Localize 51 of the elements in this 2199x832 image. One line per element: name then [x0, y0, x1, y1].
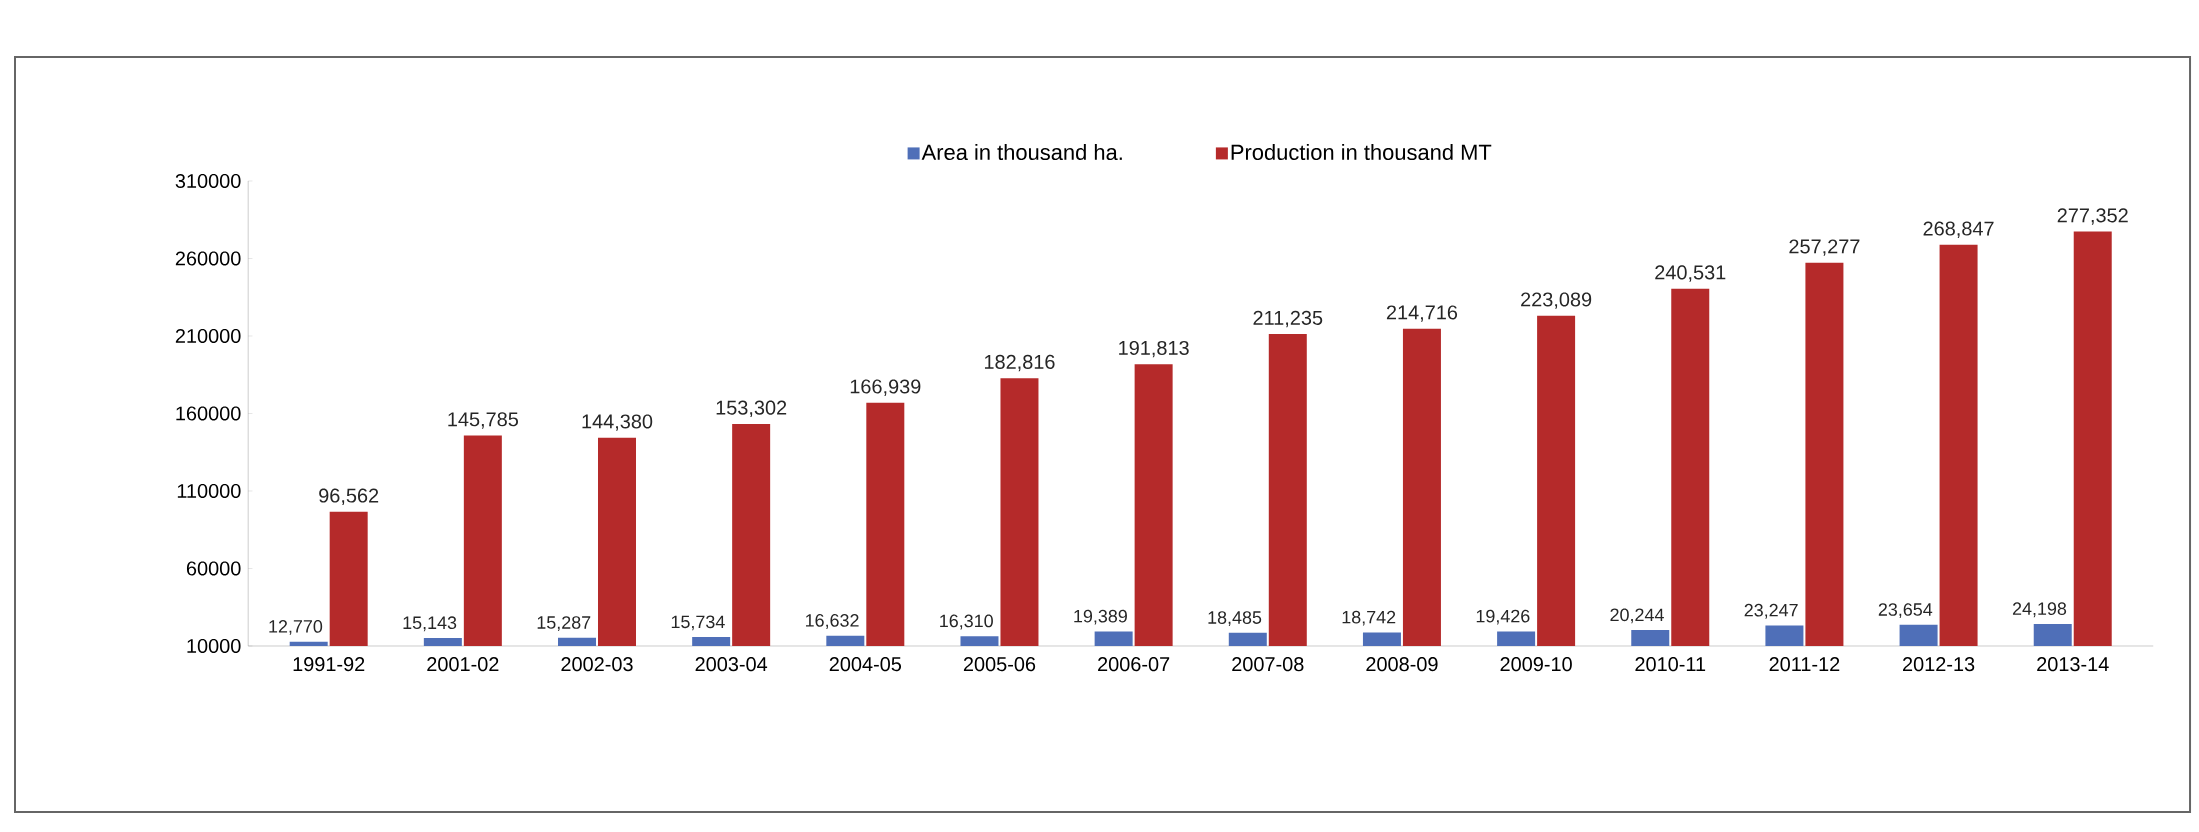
data-label: 12,770: [269, 620, 323, 635]
data-label: 23,654: [1878, 603, 1933, 618]
data-label: 153,302: [716, 400, 787, 418]
x-tick-label: 2013-14: [2037, 657, 2109, 672]
y-tick-label: 60000: [186, 561, 241, 576]
data-label: 214,716: [1386, 305, 1458, 322]
x-tick-label: 2009-10: [1500, 657, 1572, 672]
x-tick-label: 2001-02: [427, 657, 499, 672]
data-label: 191,813: [1119, 340, 1189, 358]
data-label: 182,816: [984, 354, 1055, 372]
y-tick-label: 110000: [177, 483, 241, 499]
x-tick-label: 2005-06: [963, 657, 1036, 672]
data-label: 19,389: [1074, 609, 1127, 625]
data-label: 277,352: [2057, 208, 2128, 225]
data-label: 166,939: [850, 379, 921, 396]
x-tick-label: 2002-03: [561, 657, 633, 672]
x-tick-label: 2011-12: [1769, 657, 1840, 672]
data-label: 268,847: [1923, 221, 1994, 238]
data-label: 16,310: [940, 614, 993, 630]
data-label: 145,785: [448, 412, 519, 429]
x-tick-label: 2008-09: [1366, 657, 1438, 672]
y-tick-label: 260000: [175, 251, 241, 266]
y-tick-label: 310000: [175, 173, 241, 189]
x-tick-label: 2007-08: [1232, 657, 1304, 672]
data-label: 23,247: [1744, 603, 1798, 619]
x-tick-label: 1991-92: [293, 657, 365, 672]
data-label: 96,562: [319, 488, 379, 505]
data-label: 18,485: [1208, 611, 1262, 627]
data-label: 211,235: [1253, 310, 1323, 328]
data-label: 16,632: [805, 614, 859, 629]
x-tick-label: 2012-13: [1903, 657, 1975, 672]
legend-label: Production in thousand MT: [1231, 143, 1492, 161]
data-label: 144,380: [582, 414, 653, 431]
data-label: 223,089: [1521, 292, 1592, 309]
x-tick-label: 2003-04: [695, 657, 768, 672]
legend-label: Area in thousand ha.: [921, 143, 1122, 161]
data-label: 15,143: [403, 616, 457, 632]
x-tick-label: 2004-05: [829, 657, 902, 672]
x-tick-label: 2010-11: [1635, 657, 1706, 672]
data-label: 19,426: [1476, 609, 1530, 625]
y-tick-label: 10000: [187, 638, 241, 654]
data-label: 15,287: [537, 616, 591, 631]
data-label: 24,198: [2012, 602, 2067, 618]
data-label: 15,734: [671, 615, 725, 631]
y-tick-label: 210000: [175, 328, 241, 344]
data-label: 20,244: [1610, 608, 1664, 624]
data-label: 240,531: [1655, 265, 1726, 282]
data-label: 18,742: [1342, 610, 1396, 626]
y-tick-label: 160000: [176, 406, 241, 421]
data-label: 257,277: [1789, 239, 1860, 256]
x-tick-label: 2006-07: [1098, 657, 1170, 672]
